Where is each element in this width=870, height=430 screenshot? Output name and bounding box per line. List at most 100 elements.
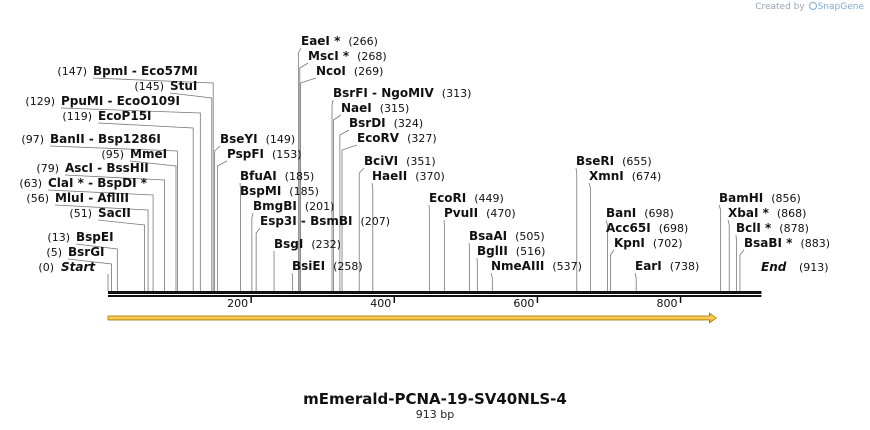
enzyme-site[interactable]: MmeI (95) (101, 147, 167, 161)
enzyme-name[interactable]: BclI * (736, 221, 772, 235)
enzyme-name[interactable]: NaeI (341, 101, 372, 115)
enzyme-site[interactable]: PvuII (470) (444, 206, 516, 220)
site-connector-line (588, 182, 591, 291)
site-connector-line (300, 77, 317, 291)
enzyme-name[interactable]: BseRI (576, 154, 614, 168)
enzyme-name[interactable]: BsaAI (469, 229, 507, 243)
enzyme-site[interactable]: BamHI (856) (719, 191, 801, 205)
enzyme-site[interactable]: MscI * (268) (308, 49, 387, 63)
enzyme-name[interactable]: MmeI (130, 147, 167, 161)
enzyme-site[interactable]: EcoRV (327) (357, 131, 437, 145)
enzyme-site[interactable]: BpmI - Eco57MI (147) (57, 64, 197, 78)
enzyme-site[interactable]: NcoI (269) (316, 64, 383, 78)
enzyme-name[interactable]: MluI - AflIII (55, 191, 129, 205)
enzyme-name[interactable]: BsaBI * (744, 236, 793, 250)
enzyme-name[interactable]: EcoP15I (98, 109, 152, 123)
enzyme-site[interactable]: BseRI (655) (576, 154, 652, 168)
enzyme-site[interactable]: EcoP15I (119) (62, 109, 151, 123)
enzyme-site[interactable]: BsaBI * (883) (744, 236, 830, 250)
enzyme-name[interactable]: BsrGI (68, 245, 105, 259)
enzyme-site[interactable]: PspFI (153) (227, 147, 302, 161)
enzyme-site[interactable]: BclI * (878) (736, 221, 809, 235)
enzyme-name[interactable]: BglII (477, 244, 508, 258)
enzyme-name[interactable]: NcoI (316, 64, 346, 78)
enzyme-site[interactable]: MluI - AflIII (56) (26, 191, 129, 205)
enzyme-name[interactable]: BspEI (76, 230, 114, 244)
enzyme-site[interactable]: NaeI (315) (341, 101, 409, 115)
enzyme-name[interactable]: AscI - BssHII (65, 161, 149, 175)
enzyme-site[interactable]: HaeII (370) (372, 169, 445, 183)
enzyme-name[interactable]: BsrFI - NgoMIV (333, 86, 434, 100)
enzyme-site[interactable]: BfuAI (185) (240, 169, 314, 183)
enzyme-name[interactable]: BmgBI (253, 199, 297, 213)
enzyme-site[interactable]: BglII (516) (477, 244, 545, 258)
enzyme-name[interactable]: StuI (170, 79, 197, 93)
site-connector-line (75, 243, 118, 291)
enzyme-name[interactable]: XmnI (589, 169, 624, 183)
enzyme-site[interactable]: EarI (738) (635, 259, 699, 273)
enzyme-site[interactable]: ClaI * - BspDI * (63) (19, 176, 147, 190)
enzyme-name[interactable]: PspFI (227, 147, 264, 161)
enzyme-site[interactable]: StuI (145) (134, 79, 197, 93)
enzyme-name[interactable]: MscI * (308, 49, 350, 63)
enzyme-name[interactable]: BanI (606, 206, 636, 220)
enzyme-name[interactable]: Acc65I (606, 221, 651, 235)
enzyme-name[interactable]: NmeAIII (491, 259, 544, 273)
enzyme-name[interactable]: BciVI (364, 154, 398, 168)
enzyme-name[interactable]: PpuMI - EcoO109I (61, 94, 180, 108)
enzyme-name[interactable]: BspMI (240, 184, 281, 198)
snapgene-logo-icon (808, 2, 817, 10)
enzyme-name[interactable]: BsgI (274, 237, 303, 251)
enzyme-site[interactable]: BspMI (185) (240, 184, 319, 198)
enzyme-site[interactable]: BsrDI (324) (349, 116, 423, 130)
enzyme-site[interactable]: AscI - BssHII (79) (36, 161, 148, 175)
enzyme-name[interactable]: BanII - Bsp1286I (50, 132, 161, 146)
enzyme-site[interactable]: BsiEI (258) (292, 259, 363, 273)
enzyme-site[interactable]: XmnI (674) (589, 169, 661, 183)
enzyme-name[interactable]: BfuAI (240, 169, 277, 183)
enzyme-site[interactable]: EcoRI (449) (429, 191, 504, 205)
enzyme-name[interactable]: BamHI (719, 191, 763, 205)
enzyme-site[interactable]: BsrFI - NgoMIV (313) (333, 86, 471, 100)
enzyme-name[interactable]: ClaI * - BspDI * (48, 176, 148, 190)
enzyme-position: (537) (552, 260, 582, 273)
enzyme-name[interactable]: PvuII (444, 206, 478, 220)
enzyme-position: (51) (69, 207, 92, 220)
enzyme-site[interactable]: EaeI * (266) (301, 34, 378, 48)
enzyme-site[interactable]: BanII - Bsp1286I (97) (21, 132, 160, 146)
end-marker: End (913) (761, 260, 829, 274)
enzyme-site[interactable]: BanI (698) (606, 206, 674, 220)
enzyme-name[interactable]: EcoRI (429, 191, 466, 205)
enzyme-name[interactable]: SacII (98, 206, 131, 220)
enzyme-name[interactable]: HaeII (372, 169, 407, 183)
enzyme-site[interactable]: BseYI (149) (220, 132, 295, 146)
enzyme-name[interactable]: KpnI (614, 236, 645, 250)
enzyme-site[interactable]: BsgI (232) (274, 237, 341, 251)
enzyme-name[interactable]: BsiEI (292, 259, 325, 273)
enzyme-name[interactable]: EarI (635, 259, 662, 273)
enzyme-name[interactable]: EaeI * (301, 34, 341, 48)
enzyme-name[interactable]: XbaI * (728, 206, 770, 220)
enzyme-site[interactable]: XbaI * (868) (728, 206, 806, 220)
enzyme-site[interactable]: BspEI (13) (47, 230, 113, 244)
enzyme-name[interactable]: EcoRV (357, 131, 400, 145)
enzyme-site[interactable]: BsrGI (5) (46, 245, 104, 259)
enzyme-site[interactable]: SacII (51) (69, 206, 130, 220)
enzyme-site[interactable]: Acc65I (698) (606, 221, 688, 235)
ruler-tick-label: 400 (370, 297, 391, 310)
enzyme-position: (327) (407, 132, 437, 145)
enzyme-site[interactable]: NmeAIII (537) (491, 259, 582, 273)
enzyme-position: (856) (771, 192, 801, 205)
enzyme-site[interactable]: KpnI (702) (614, 236, 683, 250)
enzyme-site[interactable]: BmgBI (201) (253, 199, 334, 213)
enzyme-position: (266) (348, 35, 378, 48)
enzyme-name[interactable]: BseYI (220, 132, 258, 146)
enzyme-name[interactable]: Esp3I - BsmBI (260, 214, 352, 228)
enzyme-name[interactable]: BpmI - Eco57MI (93, 64, 198, 78)
enzyme-site[interactable]: PpuMI - EcoO109I (129) (25, 94, 180, 108)
enzyme-site[interactable]: BciVI (351) (364, 154, 436, 168)
enzyme-site[interactable]: Esp3I - BsmBI (207) (260, 214, 390, 228)
feature-arrow[interactable] (107, 312, 717, 324)
enzyme-site[interactable]: BsaAI (505) (469, 229, 545, 243)
enzyme-name[interactable]: BsrDI (349, 116, 386, 130)
